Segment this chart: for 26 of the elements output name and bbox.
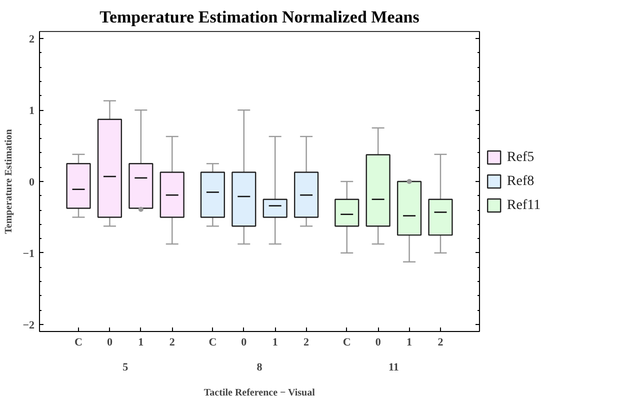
chart-title: Temperature Estimation Normalized Means (100, 8, 420, 26)
y-tick-label: 1 (29, 105, 34, 118)
x-tick-label: C (74, 336, 83, 348)
x-tick-label: 0 (241, 336, 248, 348)
x-tick-label: 0 (106, 336, 113, 348)
legend-label: Ref11 (506, 198, 541, 213)
x-tick-label: 2 (169, 336, 176, 348)
x-tick-label: 2 (304, 336, 310, 348)
y-tick-label: 0 (29, 176, 35, 188)
legend-label: Ref5 (506, 150, 534, 165)
y-tick-label: −1 (22, 248, 35, 260)
text: 5 (122, 362, 129, 374)
text: 11 (388, 362, 399, 374)
x-tick-label: C (342, 336, 351, 348)
x-tick-label: 1 (406, 336, 412, 348)
y-axis-title: Temperature Estimation (4, 128, 15, 234)
x-tick-label: 2 (438, 336, 444, 348)
x-tick-label: 0 (375, 336, 382, 348)
y-tick-label: −2 (22, 319, 35, 332)
legend-label: Ref8 (506, 174, 534, 189)
x-tick-label: C (208, 336, 217, 348)
x-axis-title: Tactile Reference − Visual (204, 388, 316, 398)
y-tick-label: 2 (29, 34, 35, 46)
x-tick-label: 1 (138, 336, 144, 348)
x-tick-label: 1 (272, 336, 278, 348)
text: 8 (256, 362, 263, 374)
